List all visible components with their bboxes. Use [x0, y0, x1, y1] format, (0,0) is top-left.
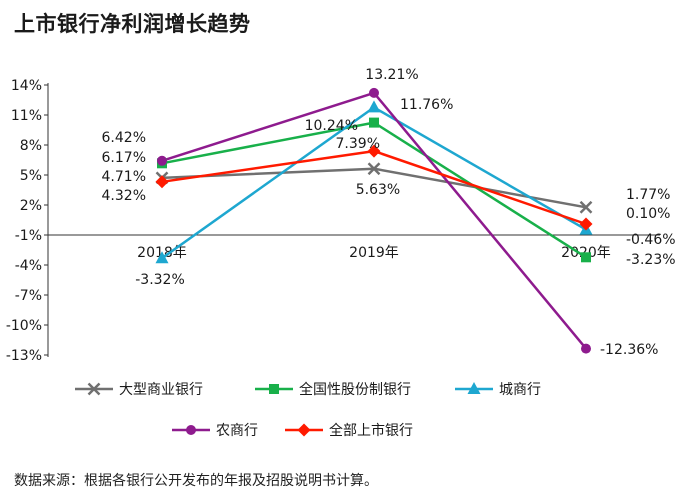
- legend-item: 农商行: [172, 423, 258, 439]
- y-tick-label: 5%: [20, 168, 42, 184]
- marker-circle: [157, 155, 167, 166]
- legend-label: 全部上市银行: [329, 422, 413, 439]
- axes: 14%11%8%5%2%-1%-4%-7%-10%-13%2018年2019年2…: [6, 78, 660, 364]
- y-tick-label: -10%: [6, 318, 42, 334]
- data-label: 7.39%: [336, 136, 380, 152]
- y-tick-label: -1%: [15, 228, 42, 244]
- data-label: -0.46%: [626, 232, 676, 248]
- data-label: -3.32%: [135, 272, 185, 288]
- marker-diamond: [155, 175, 169, 189]
- legend-label: 全国性股份制银行: [299, 381, 411, 398]
- chart-title: 上市银行净利润增长趋势: [14, 12, 251, 36]
- y-tick-label: 2%: [20, 198, 42, 214]
- data-label: 5.63%: [356, 182, 400, 198]
- data-label: 11.76%: [400, 97, 453, 113]
- y-tick-label: -4%: [15, 258, 42, 274]
- marker-square: [269, 384, 279, 394]
- marker-triangle: [467, 382, 481, 394]
- marker-diamond: [579, 217, 593, 231]
- y-tick-label: 14%: [11, 78, 42, 94]
- data-label: 4.71%: [102, 169, 146, 185]
- legend-item: 大型商业银行: [75, 382, 203, 398]
- legend-label: 农商行: [216, 423, 258, 439]
- series-lines: [161, 91, 587, 350]
- data-label: 6.42%: [102, 130, 146, 146]
- legend-item: 全部上市银行: [285, 422, 413, 439]
- marker-square: [581, 252, 591, 263]
- y-tick-label: -13%: [6, 348, 42, 364]
- y-tick-label: 8%: [20, 138, 42, 154]
- marker-circle: [186, 425, 196, 435]
- data-label: 1.77%: [626, 187, 670, 203]
- source-note: 数据来源：根据各银行公开发布的年报及招股说明书计算。: [14, 473, 378, 489]
- marker-x: [367, 162, 381, 176]
- data-label: -12.36%: [600, 342, 658, 358]
- data-labels: 4.71% 5.63% 1.77% 6.17% 10.24% -3.23% -3.32% 11…: [102, 67, 676, 358]
- y-tick-label: 11%: [11, 108, 42, 124]
- series-line: [161, 91, 587, 350]
- legend-label: 大型商业银行: [119, 382, 203, 398]
- marker-diamond: [367, 144, 381, 158]
- data-label: 6.17%: [102, 150, 146, 166]
- marker-diamond: [297, 423, 311, 437]
- legend-item: 全国性股份制银行: [255, 381, 411, 398]
- marker-square: [369, 117, 379, 128]
- marker-triangle: [367, 100, 381, 113]
- data-label: 0.10%: [626, 206, 670, 222]
- legend-item: 城商行: [455, 382, 541, 398]
- series-markers: [155, 87, 593, 354]
- marker-triangle: [155, 251, 169, 264]
- marker-circle: [369, 87, 379, 98]
- marker-circle: [581, 343, 591, 354]
- marker-x: [87, 382, 101, 396]
- y-tick-label: -7%: [15, 288, 42, 304]
- legend-label: 城商行: [499, 382, 541, 398]
- data-label: 13.21%: [365, 67, 418, 83]
- data-label: 4.32%: [102, 188, 146, 204]
- data-label: 10.24%: [305, 118, 358, 134]
- marker-x: [579, 200, 593, 214]
- x-tick-label: 2019年: [349, 245, 399, 261]
- data-label: -3.23%: [626, 252, 676, 268]
